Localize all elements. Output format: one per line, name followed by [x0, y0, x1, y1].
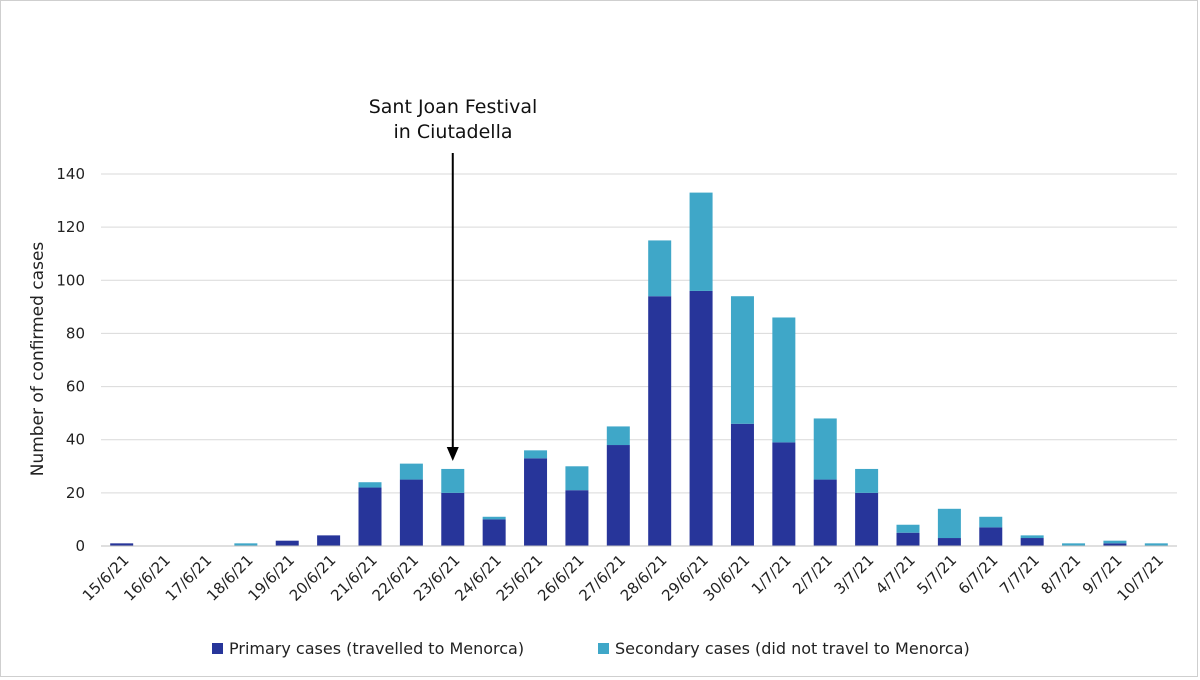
- y-tick-60: 60: [66, 378, 85, 396]
- bar-primary-30/6/21: [730, 423, 754, 546]
- festival-annotation: Sant Joan Festival in Ciutadella: [369, 96, 538, 461]
- x-tick-8/7/21: 8/7/21: [1037, 551, 1084, 598]
- bar-primary-4/7/21: [896, 532, 920, 546]
- y-tick-80: 80: [66, 324, 85, 342]
- legend: Primary cases (travelled to Menorca) Sec…: [212, 639, 970, 658]
- bars: [110, 192, 1168, 546]
- x-tick-labels: 15/6/2116/6/2117/6/2118/6/2119/6/2120/6/…: [79, 551, 1167, 605]
- bar-primary-7/7/21: [1020, 538, 1044, 546]
- bar-secondary-3/7/21: [855, 468, 879, 493]
- legend-label-primary: Primary cases (travelled to Menorca): [229, 639, 524, 658]
- legend-swatch-secondary: [598, 643, 609, 654]
- bar-secondary-30/6/21: [730, 296, 754, 424]
- x-tick-7/7/21: 7/7/21: [996, 551, 1043, 598]
- bar-primary-24/6/21: [482, 519, 506, 546]
- annotation-line-1: Sant Joan Festival: [369, 96, 538, 118]
- bar-secondary-27/6/21: [606, 426, 630, 446]
- bar-secondary-2/7/21: [813, 418, 837, 480]
- bar-primary-29/6/21: [689, 290, 713, 546]
- bar-primary-2/7/21: [813, 479, 837, 546]
- bar-secondary-29/6/21: [689, 192, 713, 291]
- bar-primary-19/6/21: [275, 540, 299, 546]
- legend-swatch-primary: [212, 643, 223, 654]
- bar-secondary-25/6/21: [524, 450, 548, 459]
- bar-secondary-22/6/21: [399, 463, 423, 480]
- y-tick-0: 0: [75, 537, 85, 555]
- bar-secondary-9/7/21: [1103, 540, 1127, 544]
- bar-primary-22/6/21: [399, 479, 423, 546]
- bar-secondary-28/6/21: [648, 240, 672, 297]
- x-tick-2/7/21: 2/7/21: [789, 551, 836, 598]
- bar-secondary-1/7/21: [772, 317, 796, 443]
- y-axis-label: Number of confirmed cases: [28, 242, 48, 477]
- gridlines: [101, 173, 1177, 494]
- x-tick-30/6/21: 30/6/21: [700, 551, 754, 605]
- bar-primary-20/6/21: [317, 535, 341, 546]
- y-tick-40: 40: [66, 431, 85, 449]
- y-tick-140: 140: [56, 165, 85, 183]
- bar-secondary-18/6/21: [234, 543, 258, 546]
- bar-primary-9/7/21: [1103, 543, 1127, 546]
- bar-secondary-7/7/21: [1020, 535, 1044, 539]
- bar-secondary-26/6/21: [565, 466, 589, 491]
- bar-primary-26/6/21: [565, 490, 589, 546]
- annotation-line-2: in Ciutadella: [394, 121, 513, 143]
- bar-primary-21/6/21: [358, 487, 382, 546]
- bar-primary-27/6/21: [606, 445, 630, 546]
- bar-primary-23/6/21: [441, 492, 465, 546]
- bar-primary-3/7/21: [855, 492, 879, 546]
- bar-secondary-5/7/21: [937, 508, 961, 539]
- bar-secondary-6/7/21: [979, 516, 1003, 528]
- x-tick-3/7/21: 3/7/21: [831, 551, 878, 598]
- bar-secondary-8/7/21: [1062, 543, 1086, 546]
- bar-secondary-4/7/21: [896, 524, 920, 533]
- x-tick-10/7/21: 10/7/21: [1114, 551, 1168, 605]
- bar-primary-1/7/21: [772, 442, 796, 546]
- y-tick-20: 20: [66, 484, 85, 502]
- bar-primary-15/6/21: [110, 543, 134, 546]
- bar-primary-5/7/21: [937, 538, 961, 546]
- y-tick-120: 120: [56, 218, 85, 236]
- bar-secondary-21/6/21: [358, 482, 382, 488]
- bar-secondary-10/7/21: [1144, 543, 1168, 546]
- bar-secondary-24/6/21: [482, 516, 506, 520]
- bar-primary-25/6/21: [524, 458, 548, 546]
- x-tick-5/7/21: 5/7/21: [913, 551, 960, 598]
- bar-primary-28/6/21: [648, 296, 672, 546]
- legend-label-secondary: Secondary cases (did not travel to Menor…: [615, 639, 970, 658]
- y-tick-labels: 0 20 40 60 80 100 120 140: [56, 165, 85, 555]
- bar-secondary-23/6/21: [441, 468, 465, 493]
- annotation-arrow-head: [446, 447, 459, 461]
- x-tick-1/7/21: 1/7/21: [748, 551, 795, 598]
- y-tick-100: 100: [56, 271, 85, 289]
- bar-primary-6/7/21: [979, 527, 1003, 546]
- x-tick-4/7/21: 4/7/21: [872, 551, 919, 598]
- x-tick-6/7/21: 6/7/21: [955, 551, 1002, 598]
